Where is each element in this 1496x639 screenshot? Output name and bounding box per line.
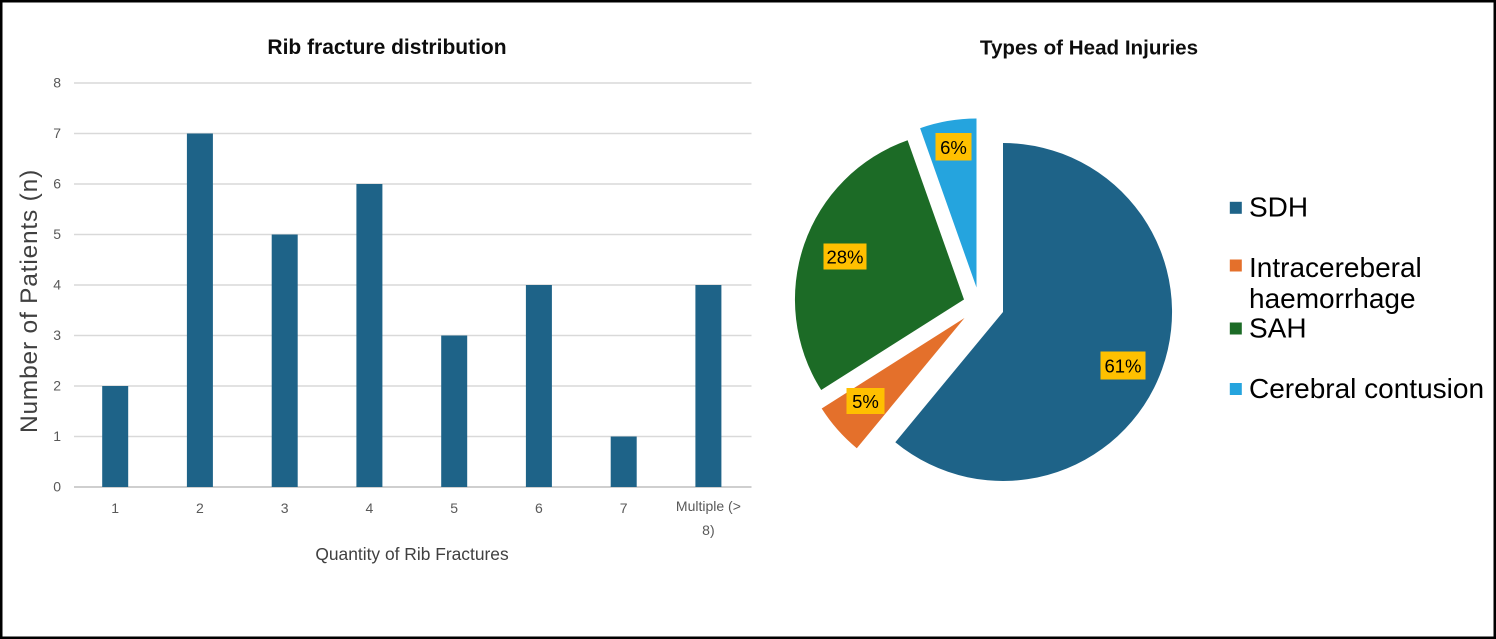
svg-text:Types of Head Injuries: Types of Head Injuries	[980, 37, 1198, 60]
svg-text:7: 7	[53, 125, 61, 141]
svg-text:5: 5	[53, 226, 61, 242]
svg-text:Quantity of Rib Fractures: Quantity of Rib Fractures	[315, 544, 509, 564]
svg-text:Cerebral contusion: Cerebral contusion	[1249, 373, 1484, 404]
svg-text:6: 6	[53, 176, 61, 192]
svg-text:28%: 28%	[826, 247, 863, 268]
svg-text:2: 2	[196, 500, 204, 516]
svg-text:0: 0	[53, 479, 61, 495]
svg-text:5%: 5%	[852, 391, 879, 412]
svg-text:6: 6	[535, 500, 543, 516]
svg-text:4: 4	[366, 500, 374, 516]
svg-text:SDH: SDH	[1249, 192, 1308, 223]
svg-text:7: 7	[620, 500, 628, 516]
svg-text:1: 1	[53, 428, 61, 444]
svg-text:Multiple (>: Multiple (>	[676, 498, 741, 514]
svg-text:Number of Patients (n): Number of Patients (n)	[16, 169, 43, 433]
svg-text:2: 2	[53, 378, 61, 394]
svg-text:1: 1	[111, 500, 119, 516]
svg-text:8): 8)	[702, 522, 714, 538]
svg-text:haemorrhage: haemorrhage	[1249, 283, 1416, 314]
svg-text:3: 3	[53, 327, 61, 343]
svg-text:8: 8	[53, 75, 61, 91]
svg-text:SAH: SAH	[1249, 313, 1307, 344]
svg-text:4: 4	[53, 277, 61, 293]
svg-text:Rib fracture distribution: Rib fracture distribution	[267, 36, 506, 59]
svg-text:61%: 61%	[1104, 356, 1141, 377]
svg-text:5: 5	[450, 500, 458, 516]
svg-text:6%: 6%	[940, 137, 967, 158]
svg-text:3: 3	[281, 500, 289, 516]
svg-text:Intracereberal: Intracereberal	[1249, 252, 1422, 283]
